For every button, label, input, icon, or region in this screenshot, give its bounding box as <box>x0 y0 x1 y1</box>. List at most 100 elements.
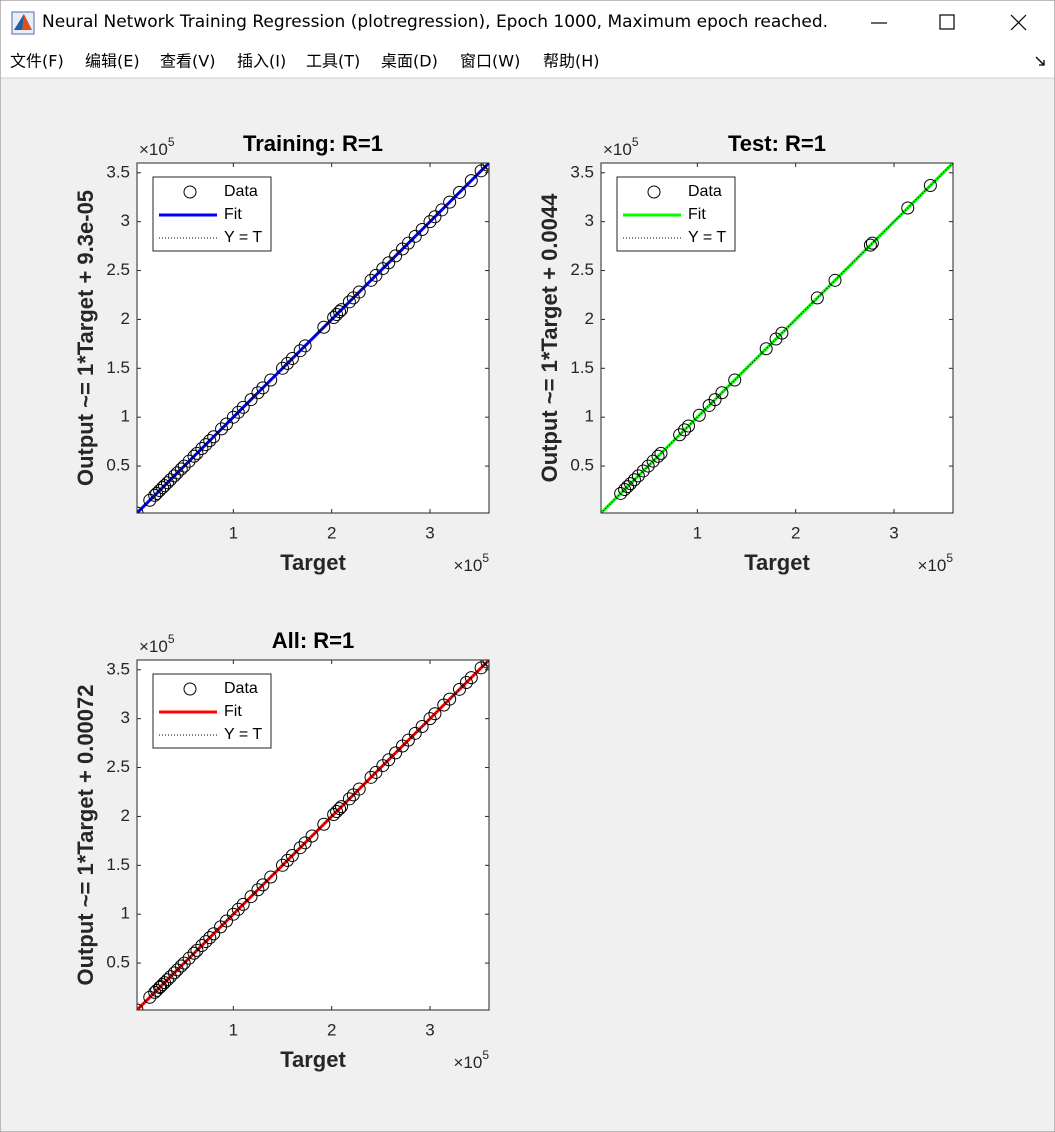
x-tick-label: 3 <box>425 1020 434 1039</box>
menu-item[interactable]: 编辑(E) <box>85 52 140 71</box>
menu-item[interactable]: 窗口(W) <box>460 52 520 71</box>
y-tick-label: 0.5 <box>570 456 594 475</box>
close-button[interactable] <box>1010 14 1027 31</box>
data-point <box>236 400 250 414</box>
data-point <box>651 449 665 463</box>
data-point <box>317 817 331 831</box>
data-point <box>207 430 221 444</box>
data-point <box>333 305 347 319</box>
data-point <box>342 792 356 806</box>
y-axis-label: Output ~= 1*Target + 0.0044 <box>537 193 562 483</box>
plot-content <box>137 163 489 513</box>
data-point <box>276 858 290 872</box>
legend-marker <box>183 185 197 199</box>
data-point <box>195 441 209 455</box>
data-point <box>401 733 415 747</box>
data-point <box>219 417 233 431</box>
data-point <box>459 675 473 689</box>
multiplier-base: ×10 <box>603 140 632 159</box>
multiplier-exponent: 5 <box>632 135 639 149</box>
y-tick-label: 2 <box>121 309 130 328</box>
legend-label: Fit <box>224 703 242 720</box>
menu-item[interactable]: 查看(V) <box>160 52 215 71</box>
data-point <box>177 459 191 473</box>
data-point <box>143 493 157 507</box>
data-point <box>865 236 879 250</box>
data-point <box>673 428 687 442</box>
multiplier-exponent: 5 <box>482 551 489 565</box>
y-tick-label: 0.5 <box>106 953 130 972</box>
data-point <box>154 980 168 994</box>
app-icon <box>11 11 35 35</box>
data-point <box>428 707 442 721</box>
axes-box <box>136 659 490 1011</box>
data-point <box>285 849 299 863</box>
data-point <box>293 344 307 358</box>
data-point <box>330 308 344 322</box>
x-tick-label: 3 <box>425 523 434 542</box>
data-point <box>226 907 240 921</box>
data-point <box>199 935 213 949</box>
data-point <box>715 386 729 400</box>
y-tick-label: 0.5 <box>106 456 130 475</box>
data-point <box>453 682 467 696</box>
x-tick-label: 2 <box>327 1020 336 1039</box>
legend-label: Data <box>224 183 258 200</box>
menu-item[interactable]: 帮助(H) <box>543 52 600 71</box>
menu-item[interactable]: 桌面(D) <box>381 52 438 71</box>
data-point <box>203 931 217 945</box>
data-point <box>810 291 824 305</box>
data-point <box>428 210 442 224</box>
data-point <box>298 836 312 850</box>
data-point <box>335 303 349 317</box>
legend-label: Y = T <box>224 726 262 743</box>
menu-item[interactable]: 文件(F) <box>10 52 64 71</box>
y-tick-label: 2.5 <box>106 757 130 776</box>
x-tick-label: 3 <box>889 523 898 542</box>
menu-item[interactable]: 工具(T) <box>306 52 360 71</box>
menu-item[interactable]: 插入(I) <box>237 52 286 71</box>
data-point <box>293 841 307 855</box>
data-point <box>256 381 270 395</box>
data-point <box>251 883 265 897</box>
y-tick-label: 1 <box>121 407 130 426</box>
data-point <box>352 782 366 796</box>
data-point <box>148 488 162 502</box>
data-point <box>464 671 478 685</box>
multiplier-base: ×10 <box>453 1053 482 1072</box>
data-point <box>682 419 696 433</box>
data-point <box>264 373 278 387</box>
data-point <box>195 938 209 952</box>
y-tick-label: 2.5 <box>106 260 130 279</box>
undock-button[interactable] <box>1035 56 1045 66</box>
y-tick-label: 3 <box>121 708 130 727</box>
chart-title: All: R=1 <box>272 628 355 653</box>
multiplier-exponent: 5 <box>946 551 953 565</box>
data-point <box>369 765 383 779</box>
y-tick-label: 2.5 <box>570 260 594 279</box>
y-tick-label: 3 <box>121 211 130 230</box>
data-point <box>160 973 174 987</box>
y-tick-label: 2 <box>121 806 130 825</box>
data-point <box>708 393 722 407</box>
data-point <box>464 174 478 188</box>
y-tick-label: 2 <box>585 309 594 328</box>
data-point <box>335 800 349 814</box>
data-point <box>352 285 366 299</box>
data-point <box>408 726 422 740</box>
menu-bar <box>1 44 1054 78</box>
y-tick-label: 1.5 <box>106 358 130 377</box>
data-point <box>775 326 789 340</box>
data-point <box>174 959 188 973</box>
x-axis-label: Target <box>280 1047 346 1072</box>
data-point <box>382 256 396 270</box>
data-point <box>631 469 645 483</box>
maximize-button[interactable] <box>939 14 955 30</box>
data-point <box>280 853 294 867</box>
legend-label: Data <box>224 680 258 697</box>
data-point <box>443 692 457 706</box>
x-axis-label: Target <box>280 550 346 575</box>
data-point <box>389 746 403 760</box>
data-point <box>143 990 157 1004</box>
